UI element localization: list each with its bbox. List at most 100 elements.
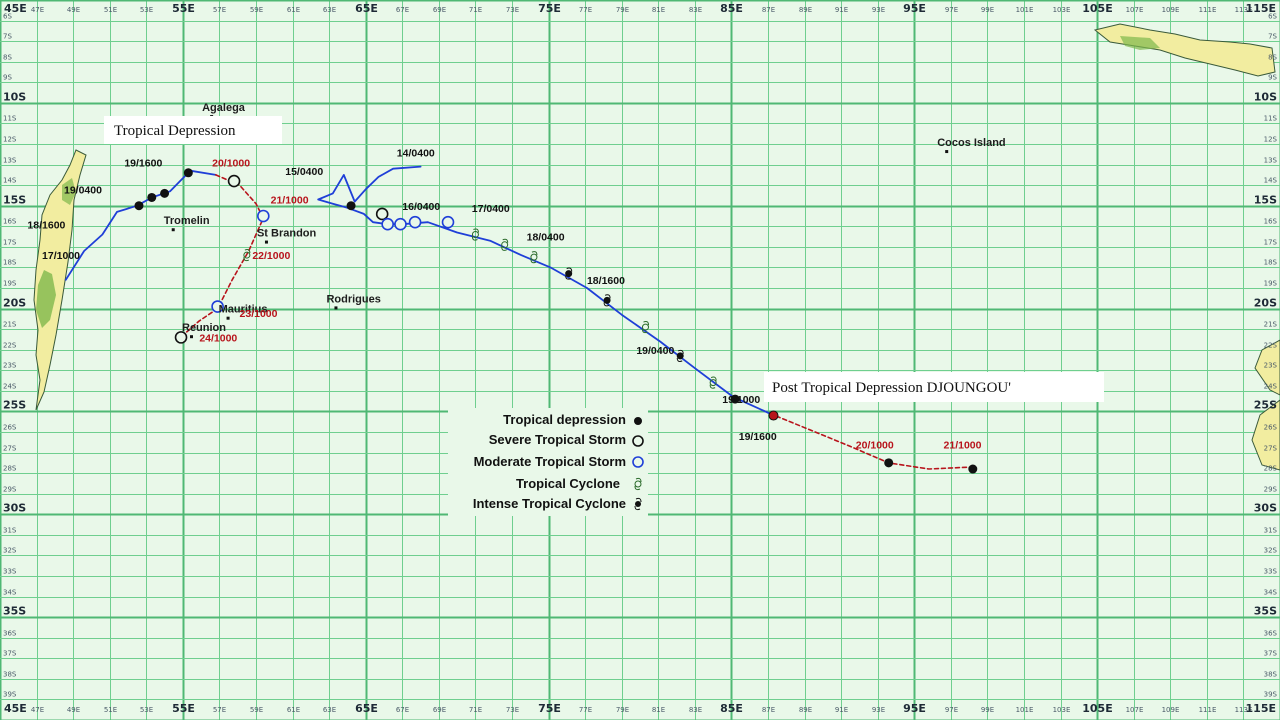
marker-tropical-cyclone [641, 321, 649, 334]
legend-label-intense-tropical-cyclone: Intense Tropical Cyclone [473, 496, 626, 511]
title-box-left-text: Tropical Depression [114, 123, 236, 139]
marker-severe-tropical-storm [227, 174, 241, 188]
latitude-label: 33S [1264, 568, 1278, 576]
latitude-label: 27S [1264, 445, 1278, 453]
marker-tropical-cyclone [471, 228, 479, 241]
latitude-label: 26S [1264, 424, 1278, 432]
longitude-label: 85E [720, 2, 743, 15]
marker-tropical-depression [147, 192, 157, 202]
longitude-label: 73E [506, 706, 519, 714]
marker-tropical-cyclone [709, 376, 717, 389]
java-landmass [1093, 23, 1276, 77]
longitude-label: 81E [652, 706, 665, 714]
latitude-label: 13S [3, 157, 17, 165]
marker-moderate-tropical-storm [381, 217, 394, 231]
longitude-label: 85E [720, 702, 743, 715]
latitude-label: 36S [1264, 630, 1278, 638]
legend-label-tropical-cyclone: Tropical Cyclone [516, 476, 620, 491]
marker-moderate-tropical-storm [211, 300, 224, 313]
place-dot-rodrigues [334, 306, 338, 310]
title-box-left: Tropical Depression [104, 116, 282, 144]
longitude-label: 103E [1053, 706, 1071, 714]
australia-coast-south [1251, 399, 1280, 471]
marker-tropical-depression [968, 464, 978, 474]
marker-intense-tropical-cyclone [676, 349, 684, 362]
longitude-label: 87E [762, 6, 775, 14]
latitude-label: 35S [1254, 605, 1277, 618]
marker-intense-tropical-cyclone [565, 267, 573, 280]
marker-tropical-depression [884, 458, 894, 468]
track-time-label: 20/1000 [212, 158, 250, 170]
latitude-label: 34S [3, 589, 17, 597]
place-label-mauritius: Mauritius [219, 304, 268, 316]
track-time-label: 22/1000 [252, 250, 290, 262]
latitude-label: 28S [1264, 465, 1278, 473]
legend-symbol-cyclone-filled [634, 497, 642, 511]
marker-tropical-cyclone [501, 238, 509, 251]
latitude-label: 8S [3, 54, 12, 62]
longitude-label: 59E [250, 6, 263, 14]
latitude-label: 34S [1264, 589, 1278, 597]
longitude-label: 105E [1082, 2, 1112, 15]
longitude-label: 63E [323, 6, 336, 14]
longitude-label: 57E [213, 706, 226, 714]
legend-label-tropical-depression: Tropical depression [503, 412, 626, 427]
longitude-label: 95E [903, 2, 926, 15]
longitude-label: 67E [396, 6, 409, 14]
latitude-label: 21S [3, 321, 17, 329]
track-time-label: 18/1600 [587, 275, 625, 287]
legend-symbol-open-circle-black [632, 435, 644, 447]
madagascar-vegetation-north [62, 178, 76, 205]
longitude-label: 97E [945, 6, 958, 14]
latitude-label: 36S [3, 630, 17, 638]
place-dot-reunion [190, 335, 193, 339]
place-dot-mauritius [226, 316, 230, 320]
marker-tropical-depression [134, 201, 144, 211]
longitude-label: 71E [469, 706, 482, 714]
latitude-label: 32S [3, 547, 17, 555]
track-time-label: 19/1600 [124, 158, 162, 170]
longitude-label: 59E [250, 706, 263, 714]
latitude-label: 37S [3, 650, 17, 658]
latitude-label: 14S [1264, 177, 1278, 185]
latitude-label: 10S [3, 91, 26, 104]
place-label-st-brandon: St Brandon [257, 228, 317, 240]
latitude-label: 27S [3, 445, 17, 453]
axis-labels: 47E 47E 49E 49E 51E 51E 53E 53E 55E 55E 57E 57E 59E 5… [3, 2, 1278, 715]
latitude-label: 11S [1264, 115, 1278, 123]
latitude-label: 39S [3, 691, 17, 699]
track-time-label: 19/0400 [64, 184, 102, 196]
longitude-label: 77E [579, 6, 592, 14]
latitude-label: 9S [1268, 74, 1277, 82]
marker-tropical-depression [183, 168, 193, 178]
longitude-label: 71E [469, 6, 482, 14]
track-time-label: 21/1000 [271, 195, 309, 207]
track-time-label: 17/0400 [472, 203, 510, 215]
title-box-right-text: Post Tropical Depression DJOUNGOU' [772, 380, 1011, 396]
longitude-label: 53E [140, 706, 153, 714]
latitude-label: 8S [1268, 54, 1277, 62]
track-time-label: 21/1000 [944, 439, 982, 451]
longitude-label: 111E [1199, 706, 1217, 714]
longitude-label: 51E [104, 6, 117, 14]
latitude-label: 38S [1264, 671, 1278, 679]
track-time-labels: 17/1000 18/1600 19/0400 19/1600 20/1000 21/10… [27, 147, 981, 451]
marker-intense-tropical-cyclone [603, 294, 611, 307]
legend-label-severe-tropical-storm: Severe Tropical Storm [489, 432, 626, 447]
longitude-label: 79E [616, 706, 629, 714]
latitude-label: 20S [1254, 297, 1277, 310]
longitude-label: 63E [323, 706, 336, 714]
latitude-label: 20S [3, 297, 26, 310]
longitude-label: 89E [799, 6, 812, 14]
track-time-label: 16/0400 [402, 201, 440, 213]
madagascar-landmass [33, 149, 87, 411]
latitude-label: 21S [1264, 321, 1278, 329]
place-label-cocos-island: Cocos Island [937, 137, 1005, 149]
track-time-label: 19/0400 [636, 345, 674, 357]
latitude-label: 22S [1264, 342, 1278, 350]
latitude-label: 6S [3, 13, 12, 21]
latitude-label: 29S [3, 486, 17, 494]
marker-tropical-depression [730, 394, 740, 404]
